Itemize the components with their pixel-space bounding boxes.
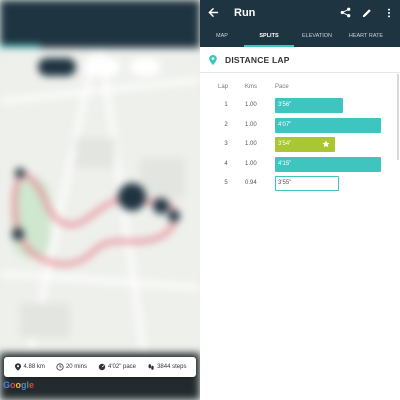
lap-distance: 1.00 bbox=[245, 122, 257, 128]
share-icon bbox=[340, 7, 350, 18]
pace-value: 3'55" bbox=[278, 180, 292, 186]
speedometer-icon bbox=[98, 363, 106, 371]
split-row: 5 0.94 3'55" bbox=[200, 176, 400, 192]
lap-distance: 1.00 bbox=[245, 141, 257, 147]
blurred-map-content bbox=[0, 0, 200, 400]
map-marker bbox=[118, 183, 146, 211]
page-title: Run bbox=[234, 6, 256, 19]
star-icon bbox=[322, 140, 330, 148]
best-pace-bar: 3'54" bbox=[275, 137, 335, 152]
lap-distance: 1.00 bbox=[245, 102, 257, 108]
google-logo: Google bbox=[3, 380, 34, 390]
edit-button[interactable] bbox=[356, 0, 378, 25]
map-screen-blurred: 4.88 km 20 mins 4'02" pace 3844 steps Go… bbox=[0, 0, 200, 400]
steps-value: 3844 steps bbox=[157, 364, 187, 370]
map-marker bbox=[15, 168, 25, 178]
map-marker bbox=[153, 198, 169, 214]
clock-icon bbox=[56, 363, 64, 371]
pace-value: 3'54" bbox=[278, 141, 292, 147]
tab-bar: MAP SPLITS ELEVATION HEART RATE bbox=[200, 25, 400, 47]
lap-number: 3 bbox=[224, 141, 228, 147]
arrow-back-icon bbox=[207, 7, 218, 18]
section-title: DISTANCE LAP bbox=[225, 55, 290, 65]
location-pin-icon bbox=[14, 363, 21, 371]
pace-bar: 3'55" bbox=[275, 176, 340, 191]
scrollbar[interactable] bbox=[397, 74, 399, 160]
map-chip bbox=[130, 58, 160, 76]
steps-stat: 3844 steps bbox=[147, 363, 186, 371]
lap-number: 5 bbox=[224, 180, 228, 186]
section-header: DISTANCE LAP bbox=[209, 55, 290, 65]
duration-value: 20 mins bbox=[65, 364, 87, 370]
pace-value: 3'56" bbox=[278, 102, 292, 108]
tab-overflow[interactable] bbox=[392, 25, 400, 47]
column-header-kms: Kms bbox=[245, 84, 257, 90]
pace-bar: 4'07" bbox=[275, 118, 381, 133]
pace-value: 4'15" bbox=[278, 161, 292, 167]
split-row: 3 1.00 3'54" bbox=[200, 137, 400, 153]
left-app-bar bbox=[0, 0, 200, 28]
run-splits-screen: Run MAP SPLITS ELEVATION HEART RATE DIST… bbox=[200, 0, 400, 400]
tab-map[interactable]: MAP bbox=[216, 33, 228, 39]
map-chip bbox=[38, 58, 76, 76]
edit-icon bbox=[362, 8, 371, 17]
left-tab-bar bbox=[0, 28, 200, 48]
more-button[interactable] bbox=[378, 0, 400, 25]
divider bbox=[200, 72, 400, 73]
app-bar: Run bbox=[200, 0, 400, 25]
split-row: 1 1.00 3'56" bbox=[200, 98, 400, 114]
column-header-lap: Lap bbox=[218, 84, 229, 90]
map-chip bbox=[84, 58, 120, 76]
lap-number: 2 bbox=[224, 122, 228, 128]
route-line bbox=[12, 172, 177, 267]
pace-value: 4'02" pace bbox=[108, 364, 137, 370]
distance-value: 4.88 km bbox=[23, 364, 45, 370]
more-vert-icon bbox=[388, 8, 390, 17]
duration-stat: 20 mins bbox=[56, 363, 87, 371]
run-summary-card: 4.88 km 20 mins 4'02" pace 3844 steps bbox=[4, 357, 196, 377]
map-canvas[interactable] bbox=[0, 48, 200, 353]
lap-distance: 0.94 bbox=[245, 180, 257, 186]
tab-heart-rate[interactable]: HEART RATE bbox=[348, 33, 384, 39]
lap-number: 1 bbox=[224, 102, 228, 108]
split-row: 2 1.00 4'07" bbox=[200, 118, 400, 134]
google-logo-text: Google bbox=[3, 380, 35, 390]
pace-value: 4'07" bbox=[278, 122, 292, 128]
pace-bar: 3'56" bbox=[275, 98, 344, 113]
lap-number: 4 bbox=[224, 161, 228, 167]
map-marker bbox=[12, 228, 24, 240]
tab-splits[interactable]: SPLITS bbox=[244, 25, 294, 47]
distance-stat: 4.88 km bbox=[14, 363, 45, 371]
footprint-icon bbox=[148, 364, 154, 370]
pace-bar: 4'15" bbox=[275, 157, 381, 172]
column-header-pace: Pace bbox=[275, 84, 289, 90]
pace-stat: 4'02" pace bbox=[98, 363, 136, 371]
share-button[interactable] bbox=[334, 0, 356, 25]
tab-elevation[interactable]: ELEVATION bbox=[301, 33, 333, 39]
back-button[interactable] bbox=[200, 0, 226, 25]
lap-distance: 1.00 bbox=[245, 161, 257, 167]
map-marker bbox=[168, 210, 180, 222]
split-row: 4 1.00 4'15" bbox=[200, 157, 400, 173]
location-pin-icon bbox=[209, 55, 217, 65]
left-tab-indicator bbox=[0, 45, 40, 48]
